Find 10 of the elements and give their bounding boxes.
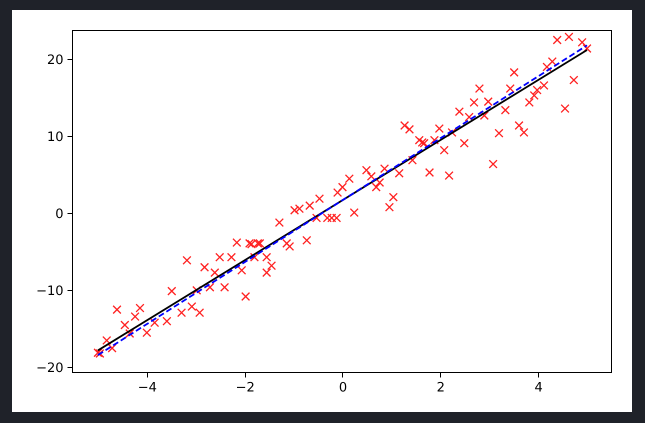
x-tick-label: −2 — [236, 380, 255, 396]
y-tick-label: 10 — [46, 130, 64, 145]
y-tick-label: 0 — [55, 206, 64, 222]
x-tick-label: 2 — [436, 380, 445, 396]
y-tick-label: 20 — [46, 52, 64, 68]
x-tick-label: 4 — [534, 380, 543, 396]
x-tick-label: 0 — [338, 380, 348, 396]
y-tick-label: −20 — [36, 360, 64, 376]
y-tick-label: −10 — [36, 284, 64, 299]
x-tick-label: −4 — [138, 380, 157, 396]
